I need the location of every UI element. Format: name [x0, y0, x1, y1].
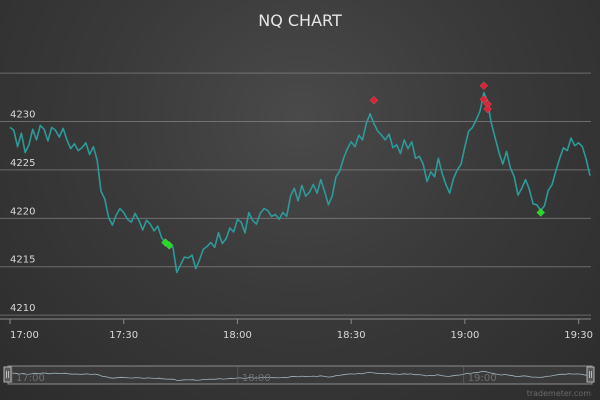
navigator-label: 17:00 [16, 373, 45, 384]
x-tick-label: 19:00 [450, 330, 479, 341]
trade-markers [161, 81, 546, 250]
navigator-right-handle[interactable] [586, 366, 595, 383]
y-tick-label: 4230 [10, 110, 35, 121]
chart-title: NQ CHART [258, 11, 342, 30]
buy-marker [536, 208, 546, 217]
x-tick-label: 17:30 [109, 330, 138, 341]
sell-marker [483, 104, 493, 114]
buy-marker [164, 241, 174, 250]
drag-handle-icon [589, 371, 592, 378]
x-tick-label: 18:00 [223, 330, 252, 341]
y-axis-labels: 4210 4215 4220 4225 4230 [10, 110, 35, 315]
navigator-line [11, 370, 589, 382]
x-tick-label: 19:30 [564, 330, 593, 341]
price-line [9, 91, 591, 274]
buy-marker [161, 238, 170, 247]
sell-marker [479, 94, 489, 104]
drag-handle-icon [6, 371, 9, 378]
navigator-left-handle[interactable] [3, 366, 12, 383]
x-tick-label: 17:00 [10, 330, 39, 341]
sell-marker [479, 81, 489, 91]
navigator-labels: 17:00 18:00 19:00 [11, 367, 497, 384]
y-tick-label: 4215 [10, 255, 35, 266]
navigator-track[interactable] [7, 365, 593, 385]
sell-marker [369, 95, 379, 105]
y-tick-label: 4225 [10, 158, 35, 169]
navigator-label: 19:00 [468, 373, 497, 384]
x-tick-label: 18:30 [337, 330, 366, 341]
navigator[interactable]: 17:00 18:00 19:00 [3, 365, 595, 385]
y-tick-label: 4210 [10, 303, 35, 314]
navigator-label: 18:00 [242, 373, 271, 384]
y-tick-label: 4220 [10, 206, 35, 217]
credit-link[interactable]: trademeter.com [527, 389, 591, 398]
x-axis-labels: 17:00 17:30 18:00 18:30 19:00 19:30 [9, 319, 593, 341]
